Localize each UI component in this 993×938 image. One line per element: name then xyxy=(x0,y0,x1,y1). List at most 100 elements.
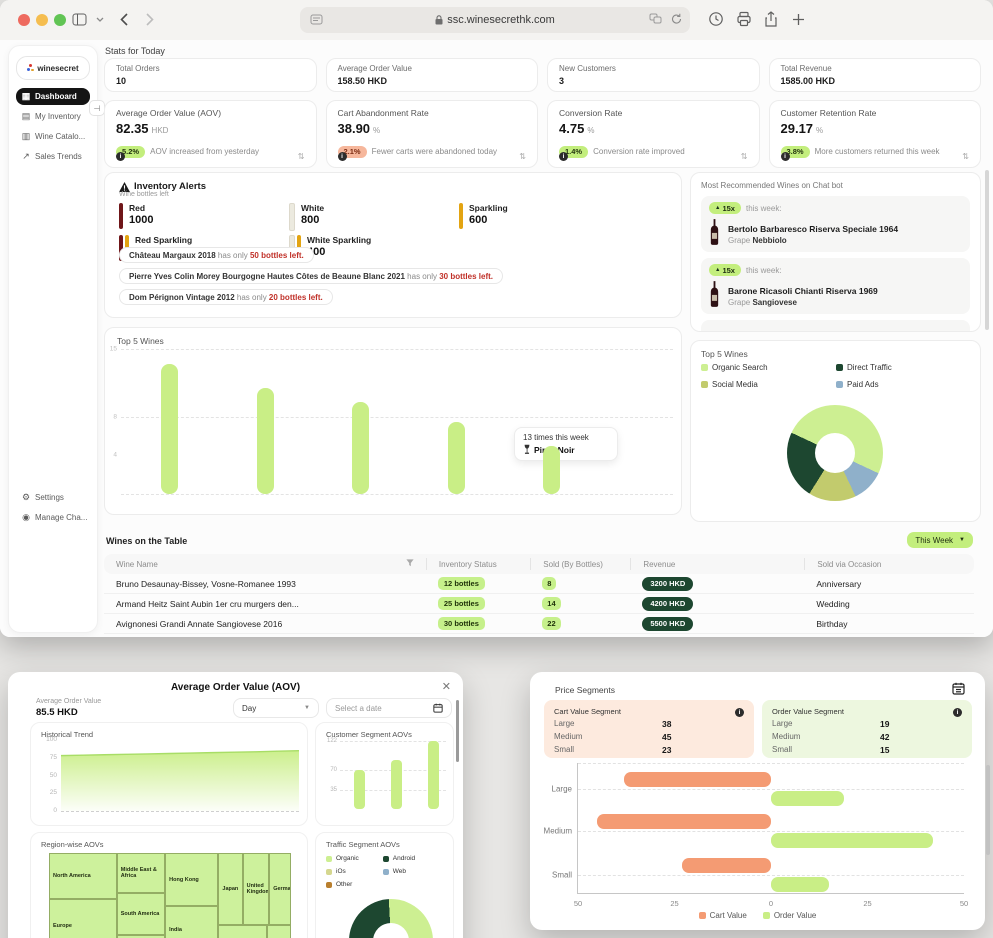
metric-unit: % xyxy=(816,126,823,135)
info-icon[interactable]: i xyxy=(953,708,962,717)
table-header-2[interactable]: Inventory Status xyxy=(426,558,530,570)
reader-icon[interactable] xyxy=(310,13,323,29)
region-aovs-title: Region-wise AOVs xyxy=(41,840,104,849)
calendar-icon[interactable] xyxy=(952,682,965,700)
print-icon[interactable] xyxy=(736,11,752,27)
cart-value-bar xyxy=(624,772,771,787)
triangle-up-icon: ▲ xyxy=(715,205,720,211)
table-period-dropdown[interactable]: This Week▼ xyxy=(907,532,973,548)
color-bar-icon xyxy=(289,203,295,231)
page-scrollbar[interactable] xyxy=(985,170,989,330)
stats-cards-row: Total Orders10Average Order Value158.50 … xyxy=(104,58,981,92)
recommendation-count-badge: ▲15x xyxy=(709,264,741,276)
sidebar-item-label: Wine Catalo... xyxy=(35,132,85,141)
legend-item: Web xyxy=(383,865,415,878)
tab-groups-icon[interactable] xyxy=(649,13,662,27)
segment-value: 38 xyxy=(662,719,692,729)
top5-bar xyxy=(257,388,274,494)
table-header-3[interactable]: Sold (By Bottles) xyxy=(530,558,630,570)
info-icon[interactable]: i xyxy=(781,152,790,161)
table-row[interactable]: Armand Heitz Saint Aubin 1er cru murgers… xyxy=(104,594,974,614)
info-icon[interactable]: i xyxy=(735,708,744,717)
inventory-alerts-card: Inventory Alerts Wine bottles left Red10… xyxy=(104,172,682,318)
cell-sold: 22 xyxy=(530,617,630,630)
trends-icon: ↗ xyxy=(21,151,31,162)
table-row[interactable]: Bruno Desaunay-Bissey, Vosne-Romanee 199… xyxy=(104,574,974,594)
inventory-subtitle: Wine bottles left xyxy=(119,191,667,198)
filter-icon[interactable] xyxy=(406,559,414,567)
recommended-grape: Grape Sangiovese xyxy=(728,298,878,307)
sidebar: winesecret ▦Dashboard ▤My Inventory ▥Wine … xyxy=(8,45,98,633)
inventory-pill: 25 bottles xyxy=(438,597,485,610)
info-icon[interactable]: i xyxy=(116,152,125,161)
inventory-alert-pill: Dom Pérignon Vintage 2012 has only 20 bo… xyxy=(119,289,333,305)
expand-icon[interactable]: ⇅ xyxy=(298,152,305,161)
legend-label: iOs xyxy=(336,868,346,875)
sidebar-toggle-icon[interactable] xyxy=(72,13,87,26)
table-header-5[interactable]: Sold via Occasion xyxy=(804,558,974,570)
chevron-down-icon[interactable] xyxy=(96,17,104,22)
window-close-button[interactable] xyxy=(18,14,30,26)
aov-modal-title: Average Order Value (AOV) xyxy=(8,682,463,693)
info-icon[interactable]: i xyxy=(338,152,347,161)
sidebar-item-my-inventory[interactable]: ▤My Inventory xyxy=(16,108,90,125)
expand-icon[interactable]: ⇅ xyxy=(962,152,969,161)
date-input[interactable]: Select a date xyxy=(326,698,452,718)
window-zoom-button[interactable] xyxy=(54,14,66,26)
stat-card: Average Order Value158.50 HKD xyxy=(326,58,539,92)
alert-wine-name: Château Margaux 2018 xyxy=(129,251,216,260)
top5-bar-title: Top 5 Wines xyxy=(117,336,669,346)
top5-wines-donut-card: Top 5 Wines Organic SearchDirect Traffic… xyxy=(690,340,981,522)
recommended-wine-item[interactable]: ▲15xthis week:Barone Ricasoli Chianti Ri… xyxy=(701,258,970,314)
sold-pill: 14 xyxy=(542,597,560,610)
sidebar-collapse-button[interactable]: ⊣ xyxy=(89,100,105,116)
panel-scrollbar[interactable] xyxy=(986,765,990,855)
inventory-item-count: 600 xyxy=(469,214,508,226)
table-row[interactable]: Avignonesi Grandi Annate Sangiovese 2016… xyxy=(104,614,974,634)
sidebar-item-settings[interactable]: ⚙Settings xyxy=(16,489,90,506)
forward-button[interactable] xyxy=(146,13,154,26)
expand-icon[interactable]: ⇅ xyxy=(519,152,526,161)
legend-item: Android xyxy=(383,852,415,865)
period-select[interactable]: Day▼ xyxy=(233,698,319,718)
back-button[interactable] xyxy=(120,13,128,26)
calendar-icon xyxy=(433,703,443,713)
sidebar-item-sales-trends[interactable]: ↗Sales Trends xyxy=(16,148,90,165)
cell-sold: 8 xyxy=(530,577,630,590)
sidebar-item-manage-cha-[interactable]: ◉Manage Cha... xyxy=(16,509,90,526)
legend-label: Organic xyxy=(336,855,359,862)
table-header-1[interactable]: Wine Name xyxy=(104,558,426,570)
close-icon[interactable]: ✕ xyxy=(442,680,451,693)
info-icon[interactable]: i xyxy=(559,152,568,161)
top5-wines-bar-card: Top 5 Wines 13 times this week Pinot Noi… xyxy=(104,327,682,515)
segment-value: 19 xyxy=(880,719,910,729)
modal-scrollbar[interactable] xyxy=(456,700,459,762)
cell-occasion: Wedding xyxy=(804,599,974,609)
table-header-4[interactable]: Revenue xyxy=(630,558,804,570)
share-icon[interactable] xyxy=(764,11,778,27)
history-icon[interactable] xyxy=(708,11,724,27)
wine-glass-icon xyxy=(523,444,531,455)
metric-label: Cart Abandonment Rate xyxy=(338,108,527,118)
recommended-wine-item[interactable]: ▲15xthis week:Bertolo Barbaresco Riserva… xyxy=(701,196,970,252)
filter-icon[interactable] xyxy=(406,559,414,569)
top5-bar-plot: 13 times this week Pinot Noir 1584 xyxy=(121,349,673,494)
stat-value: 10 xyxy=(116,76,305,86)
new-tab-icon[interactable] xyxy=(792,13,805,26)
region-aovs-card: Region-wise AOVs North AmericaEuropeMidd… xyxy=(30,832,308,938)
reload-icon[interactable] xyxy=(671,13,682,28)
price-segments-panel: Price Segments Cart Value Segment i Larg… xyxy=(530,672,985,930)
treemap-cell: Middle East & Africa xyxy=(117,853,165,893)
sidebar-item-wine-catalo-[interactable]: ▥Wine Catalo... xyxy=(16,128,90,145)
window-minimize-button[interactable] xyxy=(36,14,48,26)
wine-bottle-icon xyxy=(709,218,720,246)
x-tick-label: 25 xyxy=(863,899,871,908)
app-logo[interactable]: winesecret xyxy=(16,56,90,80)
alert-highlight: 50 bottles left. xyxy=(250,251,304,260)
chevron-down-icon: ▼ xyxy=(304,705,310,711)
expand-icon[interactable]: ⇅ xyxy=(741,152,748,161)
legend-label: Web xyxy=(393,868,406,875)
address-bar[interactable]: ssc.winesecrethk.com xyxy=(300,7,690,33)
inventory-item-count: 800 xyxy=(301,214,324,226)
sidebar-item-dashboard[interactable]: ▦Dashboard xyxy=(16,88,90,105)
